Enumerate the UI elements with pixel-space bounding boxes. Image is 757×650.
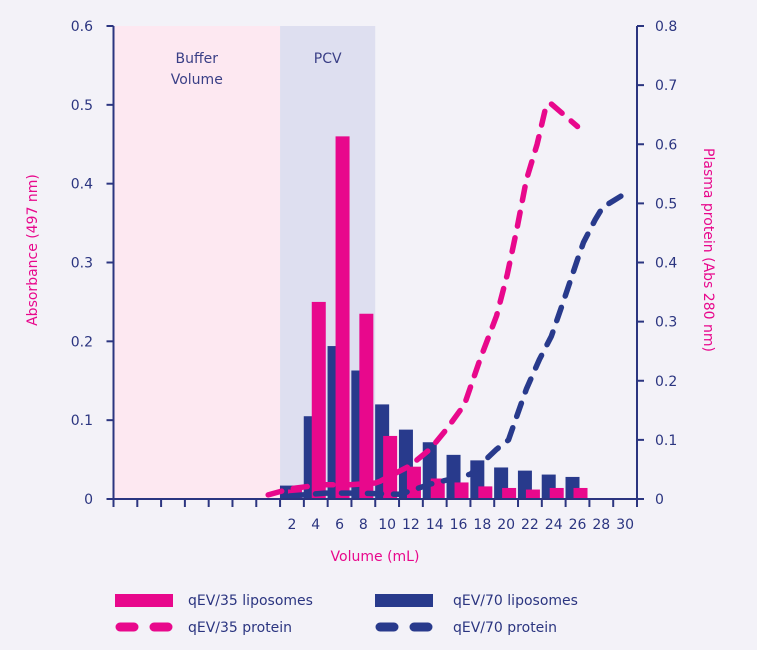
legend-label: qEV/35 protein: [188, 620, 292, 636]
x-tick-label: 8: [359, 517, 368, 533]
region-0: [113, 26, 281, 499]
legend-label: qEV/35 liposomes: [188, 593, 313, 609]
bar-qev-35-liposomes: [525, 489, 540, 499]
x-tick-label: 26: [569, 517, 587, 533]
y-right-tick-label: 0.1: [655, 433, 677, 449]
x-tick-label: 12: [402, 517, 420, 533]
x-tick-label: 10: [378, 517, 396, 533]
y-axis-right-label: Plasma protein (Abs 280 nm): [700, 148, 716, 352]
y-right-tick-label: 0: [655, 492, 664, 508]
legend-item: qEV/70 protein: [375, 620, 557, 636]
x-tick-label: 6: [335, 517, 344, 533]
bar-qev-35-liposomes: [311, 301, 326, 499]
axes: 0 0.1 0.2 0.3 0.4 0.5 0.6 0 0.1 0.2 0.3 0.4 0.5 0.6 0.…: [71, 19, 678, 533]
bar-qev-35-liposomes: [359, 313, 374, 499]
y-left-tick-label: 0.3: [71, 256, 93, 272]
x-tick-label: 4: [311, 517, 320, 533]
legend-item: qEV/70 liposomes: [375, 593, 578, 609]
line-qev-35-protein: [265, 100, 581, 498]
y-right-tick-label: 0.3: [655, 315, 677, 331]
x-tick-label: 20: [497, 517, 515, 533]
x-tick-label: 30: [616, 517, 634, 533]
x-tick-label: 18: [473, 517, 491, 533]
bar-qev-35-liposomes: [573, 487, 588, 499]
y-left-tick-label: 0.1: [71, 413, 93, 429]
bar-qev-35-liposomes: [335, 136, 350, 499]
x-axis-label: Volume (mL): [331, 549, 420, 565]
x-tick-label: 22: [521, 517, 539, 533]
y-right-tick-label: 0.7: [655, 78, 677, 94]
x-tick-label: 24: [545, 517, 563, 533]
y-left-tick-label: 0.6: [71, 19, 93, 35]
bar-qev-35-liposomes: [502, 487, 517, 499]
bar-qev-35-liposomes: [454, 482, 469, 499]
y-right-tick-label: 0.4: [655, 256, 677, 272]
bar-qev-35-liposomes: [478, 486, 493, 499]
protein-lines: [265, 100, 631, 499]
legend-swatch-bar: [115, 594, 173, 607]
y-right-tick-label: 0.8: [655, 19, 677, 35]
x-tick-label: 16: [450, 517, 468, 533]
legend-swatch-bar: [375, 594, 433, 607]
y-left-tick-label: 0: [84, 492, 93, 508]
region-label: PCV: [314, 51, 342, 67]
x-tick-label: 2: [288, 517, 297, 533]
shaded-regions: Buffer Volume PCV: [113, 26, 376, 499]
legend-label: qEV/70 protein: [453, 620, 557, 636]
legend: qEV/35 liposomes qEV/70 liposomes qEV/35 p…: [115, 593, 578, 636]
bar-qev-35-liposomes: [549, 487, 564, 499]
y-axis-left-label: Absorbance (497 nm): [25, 174, 41, 326]
y-left-tick-label: 0.4: [71, 177, 93, 193]
bar-qev-35-liposomes: [383, 435, 398, 499]
y-right-tick-label: 0.2: [655, 374, 677, 390]
bar-qev-35-liposomes: [406, 466, 421, 499]
x-tick-label: 28: [592, 517, 610, 533]
region-label: Volume: [171, 72, 223, 88]
legend-label: qEV/70 liposomes: [453, 593, 578, 609]
legend-item: qEV/35 liposomes: [115, 593, 313, 609]
x-tick-label: 14: [426, 517, 444, 533]
region-label: Buffer: [176, 51, 219, 67]
y-left-tick-label: 0.2: [71, 334, 93, 350]
legend-item: qEV/35 protein: [115, 620, 292, 636]
y-right-tick-label: 0.6: [655, 137, 677, 153]
line-qev-70-protein: [286, 189, 631, 499]
y-left-tick-label: 0.5: [71, 98, 93, 114]
y-right-tick-label: 0.5: [655, 196, 677, 212]
